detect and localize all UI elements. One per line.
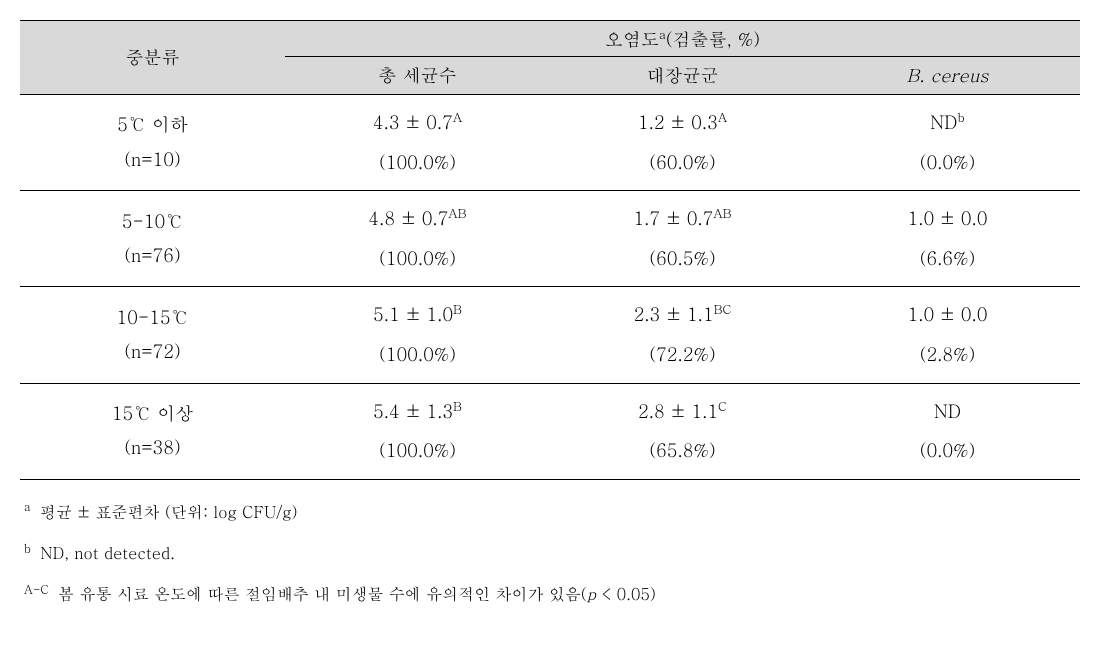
value-line: 4.3 ± 0.7A [285, 103, 550, 143]
pct-line: (2.8%) [815, 335, 1080, 375]
cat-line1: 5-10℃ [20, 205, 285, 239]
col-total-bacteria: 5.1 ± 1.0B(100.0%) [285, 287, 550, 383]
pct-line: (72.2%) [550, 335, 815, 375]
pct-line: (60.5%) [550, 239, 815, 279]
pct-line: (100.0%) [285, 431, 550, 471]
table-row: 5-10℃(n=76)4.8 ± 0.7AB(100.0%)1.7 ± 0.7A… [20, 191, 1080, 287]
table-body: 5℃ 이하(n=10)4.3 ± 0.7A(100.0%)1.2 ± 0.3A(… [20, 95, 1080, 480]
value-line: NDb [815, 103, 1080, 143]
value-line: 1.2 ± 0.3A [550, 103, 815, 143]
header-sub-1: 총 세균수 [285, 57, 550, 95]
pct-line: (6.6%) [815, 239, 1080, 279]
col-coliform: 1.7 ± 0.7AB(60.5%) [550, 191, 815, 287]
footnote-a: a 평균 ± 표준편차 (단위: log CFU/g) [20, 494, 1080, 529]
value-line: 2.8 ± 1.1C [550, 392, 815, 432]
pct-line: (60.0%) [550, 143, 815, 183]
header-category: 중분류 [20, 21, 285, 95]
value-sup: BC [714, 300, 732, 318]
footnote-ac-post: < 0.05) [596, 582, 656, 605]
header-group-post: (검출률, %) [666, 27, 760, 52]
col-bcereus: ND(0.0%) [815, 383, 1080, 479]
value-line: 5.4 ± 1.3B [285, 392, 550, 432]
value-sup: A [718, 108, 727, 126]
footnote-a-sup: a [24, 498, 31, 515]
value-line: 5.1 ± 1.0B [285, 295, 550, 335]
col-coliform: 1.2 ± 0.3A(60.0%) [550, 95, 815, 191]
value-line: 1.7 ± 0.7AB [550, 199, 815, 239]
value-sup: B [453, 397, 462, 415]
footnote-b-text: ND, not detected. [35, 541, 175, 564]
value-line: 4.8 ± 0.7AB [285, 199, 550, 239]
col-bcereus: 1.0 ± 0.0(6.6%) [815, 191, 1080, 287]
category-cell: 15℃ 이상(n=38) [20, 383, 285, 479]
footnote-a-text: 평균 ± 표준편차 (단위: log CFU/g) [35, 500, 298, 523]
col-coliform: 2.8 ± 1.1C(65.8%) [550, 383, 815, 479]
footnote-ac-sup: A-C [24, 581, 49, 598]
footnote-ac-pre: 봄 유통 시료 온도에 따른 절임배추 내 미생물 수에 유의적인 차이가 있음… [53, 582, 587, 605]
pct-line: (0.0%) [815, 143, 1080, 183]
cat-line2: (n=10) [20, 143, 285, 177]
footnote-b-sup: b [24, 540, 31, 557]
value-sup: A [453, 108, 462, 126]
category-cell: 10-15℃(n=72) [20, 287, 285, 383]
col-total-bacteria: 4.3 ± 0.7A(100.0%) [285, 95, 550, 191]
value-line: 1.0 ± 0.0 [815, 199, 1080, 239]
data-table: 중분류 오염도a(검출률, %) 총 세균수 대장균군 B. cereus 5℃… [20, 20, 1080, 480]
value-sup: AB [713, 204, 731, 222]
value-line: 2.3 ± 1.1BC [550, 295, 815, 335]
header-sub-2: 대장균군 [550, 57, 815, 95]
pct-line: (100.0%) [285, 143, 550, 183]
cat-line2: (n=72) [20, 335, 285, 369]
cat-line1: 15℃ 이상 [20, 397, 285, 431]
header-group-sup: a [659, 25, 666, 43]
category-cell: 5℃ 이하(n=10) [20, 95, 285, 191]
header-sub-3: B. cereus [815, 57, 1080, 95]
footnotes: a 평균 ± 표준편차 (단위: log CFU/g) b ND, not de… [20, 494, 1080, 612]
table-row: 10-15℃(n=72)5.1 ± 1.0B(100.0%)2.3 ± 1.1B… [20, 287, 1080, 383]
value-sup: C [718, 397, 727, 415]
col-bcereus: NDb(0.0%) [815, 95, 1080, 191]
footnote-ac-p: p [587, 582, 596, 605]
header-group-pre: 오염도 [605, 27, 659, 52]
pct-line: (100.0%) [285, 239, 550, 279]
pct-line: (0.0%) [815, 431, 1080, 471]
col-total-bacteria: 5.4 ± 1.3B(100.0%) [285, 383, 550, 479]
footnote-ac: A-C 봄 유통 시료 온도에 따른 절임배추 내 미생물 수에 유의적인 차이… [20, 576, 1080, 611]
footnote-b: b ND, not detected. [20, 535, 1080, 570]
col-coliform: 2.3 ± 1.1BC(72.2%) [550, 287, 815, 383]
header-sub-3-italic: B. cereus [907, 63, 989, 88]
table-row: 15℃ 이상(n=38)5.4 ± 1.3B(100.0%)2.8 ± 1.1C… [20, 383, 1080, 479]
cat-line2: (n=38) [20, 431, 285, 465]
cat-line1: 10-15℃ [20, 301, 285, 335]
value-sup: B [453, 300, 462, 318]
col-bcereus: 1.0 ± 0.0(2.8%) [815, 287, 1080, 383]
cat-line2: (n=76) [20, 239, 285, 273]
col-total-bacteria: 4.8 ± 0.7AB(100.0%) [285, 191, 550, 287]
pct-line: (65.8%) [550, 431, 815, 471]
value-sup: AB [448, 204, 466, 222]
table-container: 중분류 오염도a(검출률, %) 총 세균수 대장균군 B. cereus 5℃… [20, 20, 1080, 611]
cat-line1: 5℃ 이하 [20, 108, 285, 142]
header-group: 오염도a(검출률, %) [285, 21, 1080, 57]
header-category-label: 중분류 [126, 45, 180, 70]
value-sup: b [957, 108, 964, 126]
value-line: ND [815, 392, 1080, 432]
value-line: 1.0 ± 0.0 [815, 295, 1080, 335]
category-cell: 5-10℃(n=76) [20, 191, 285, 287]
pct-line: (100.0%) [285, 335, 550, 375]
table-row: 5℃ 이하(n=10)4.3 ± 0.7A(100.0%)1.2 ± 0.3A(… [20, 95, 1080, 191]
